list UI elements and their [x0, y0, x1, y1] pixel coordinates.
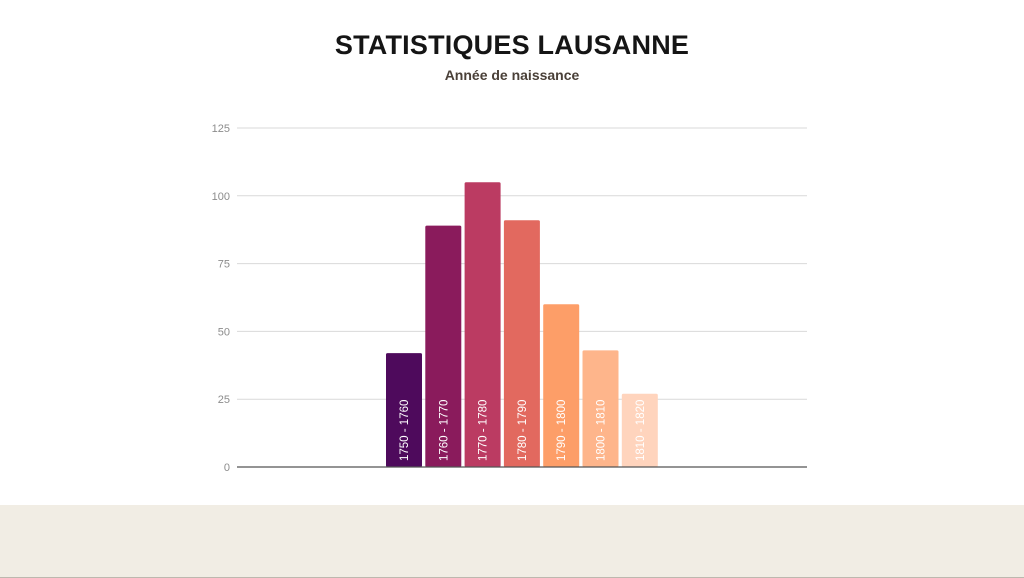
y-tick-label: 25 [218, 394, 230, 406]
page-title: STATISTIQUES LAUSANNE [334, 30, 690, 60]
y-tick-label: 100 [212, 191, 230, 203]
y-tick-label: 75 [218, 259, 230, 271]
bar [582, 350, 619, 467]
y-tick-label: 125 [212, 123, 230, 135]
bar-category-label: 1810 - 1820 [635, 400, 647, 461]
chart-subtitle: Année de naissance [444, 67, 580, 83]
bar [386, 353, 422, 467]
bar-category-label: 1770 - 1780 [478, 400, 490, 461]
bar [425, 225, 462, 467]
y-tick-label: 0 [224, 462, 230, 474]
bar-category-label: 1790 - 1800 [556, 400, 568, 461]
bar [543, 304, 580, 467]
bar-chart: 0 25 50 75 100 125 1750 - 1760 1760 - 1770 1770 … [212, 123, 807, 474]
y-tick-label: 50 [218, 326, 230, 338]
bar [621, 393, 658, 467]
footer-band [0, 505, 1024, 578]
bar [503, 220, 540, 467]
bar-category-label: 1750 - 1760 [399, 400, 411, 461]
bar [464, 182, 501, 468]
bar-category-label: 1800 - 1810 [596, 400, 608, 461]
bar-category-label: 1760 - 1770 [438, 400, 450, 461]
bar-category-label: 1780 - 1790 [517, 400, 529, 461]
